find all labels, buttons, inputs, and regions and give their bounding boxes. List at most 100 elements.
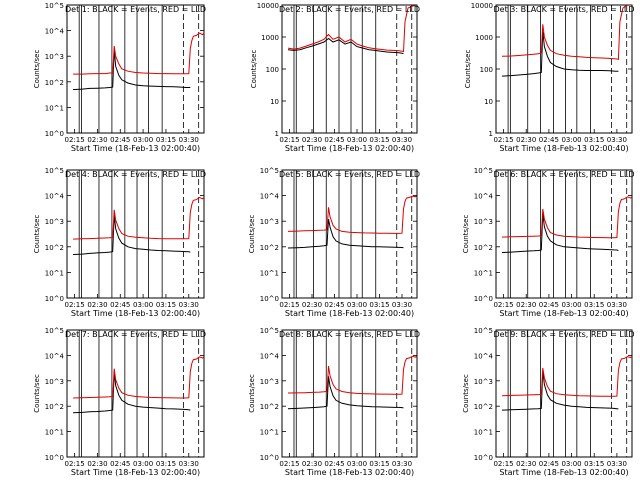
x-tick-label: 02:30 <box>302 301 322 309</box>
panel-title: Det 9: BLACK = Events, RED = LLD <box>494 330 635 339</box>
x-tick-label: 03:00 <box>133 460 153 468</box>
x-tick-label: 02:15 <box>279 136 299 144</box>
y-tick-label: 10^5 <box>260 327 279 335</box>
y-tick-label: 10^2 <box>45 244 64 252</box>
y-tick-label: 10^0 <box>45 295 64 303</box>
plot-frame <box>495 329 633 458</box>
y-tick-label: 10^2 <box>45 403 64 411</box>
panel-det-6: Det 6: BLACK = Events, RED = LLD 10^0 10^1… <box>462 167 634 318</box>
plot-frame <box>66 4 205 134</box>
x-tick-label: 03:00 <box>133 301 153 309</box>
y-tick-label: 10^3 <box>474 378 493 386</box>
panel-title: Det 4: BLACK = Events, RED = LLD <box>65 170 206 179</box>
x-tick-label: 03:15 <box>156 460 176 468</box>
x-tick-label: 02:45 <box>110 136 130 144</box>
y-tick-label: 100 <box>266 66 279 74</box>
series-line-events <box>501 213 619 253</box>
y-tick-label: 10^1 <box>260 269 279 277</box>
y-tick-label: 10^0 <box>474 295 493 303</box>
y-tick-label: 10^3 <box>45 53 64 61</box>
y-tick-label: 100 <box>480 66 493 74</box>
x-tick-label: 03:15 <box>369 460 389 468</box>
x-tick-label: 03:00 <box>561 460 581 468</box>
series-line-lld <box>501 196 633 239</box>
x-tick-label: 02:15 <box>493 301 513 309</box>
x-tick-label: 03:30 <box>392 301 412 309</box>
x-tick-label: 02:30 <box>87 136 107 144</box>
plot-frame <box>66 169 205 299</box>
series-line-events <box>287 376 404 410</box>
x-tick-label: 03:00 <box>561 301 581 309</box>
x-tick-label: 02:45 <box>110 301 130 309</box>
plot-frame <box>66 329 205 458</box>
y-tick-label: 10^5 <box>474 167 493 175</box>
y-tick-label: 10000 <box>257 2 279 10</box>
series-line-events <box>501 371 619 411</box>
x-tick-label: 02:30 <box>516 460 536 468</box>
x-axis-label: Start Time (18-Feb-13 02:00:40) <box>285 468 414 477</box>
y-tick-label: 10^5 <box>260 167 279 175</box>
panel-title: Det 1: BLACK = Events, RED = LLD <box>65 5 206 14</box>
x-tick-label: 03:30 <box>607 460 627 468</box>
series-line-events <box>73 214 191 255</box>
y-tick-label: 10^5 <box>45 327 64 335</box>
y-tick-label: 10^1 <box>260 429 279 437</box>
x-tick-label: 03:00 <box>347 136 367 144</box>
x-tick-label: 02:15 <box>279 460 299 468</box>
y-tick-label: 10^4 <box>474 352 494 360</box>
panel-det-1: Det 1: BLACK = Events, RED = LLD 10^0 10^1… <box>33 2 206 153</box>
y-tick-label: 1000 <box>261 34 279 42</box>
y-tick-label: 10^2 <box>260 403 279 411</box>
y-tick-label: 10^1 <box>45 104 64 112</box>
y-tick-label: 10^1 <box>45 269 64 277</box>
y-tick-label: 10^4 <box>260 352 280 360</box>
x-tick-label: 02:45 <box>110 460 130 468</box>
y-tick-label: 10^4 <box>45 193 65 201</box>
x-tick-label: 03:15 <box>156 136 176 144</box>
y-tick-label: 10^3 <box>260 378 279 386</box>
y-tick-label: 10^4 <box>474 193 494 201</box>
plot-frame <box>281 169 418 299</box>
y-tick-label: 1 <box>489 130 493 138</box>
panel-det-9: Det 9: BLACK = Events, RED = LLD 10^0 10^1… <box>462 327 634 477</box>
series-line-lld <box>287 4 418 53</box>
panel-title: Det 6: BLACK = Events, RED = LLD <box>494 170 635 179</box>
x-tick-label: 02:30 <box>516 301 536 309</box>
x-tick-label: 03:15 <box>584 460 604 468</box>
x-tick-label: 03:00 <box>347 301 367 309</box>
y-tick-label: 10^3 <box>260 218 279 226</box>
series-line-events <box>73 49 191 90</box>
y-tick-label: 10^2 <box>45 79 64 87</box>
series-line-lld <box>287 195 418 234</box>
series-line-events <box>287 37 404 55</box>
y-axis-label: Counts/sec <box>33 50 41 89</box>
y-tick-label: 10 <box>484 98 493 106</box>
x-tick-label: 02:30 <box>302 136 322 144</box>
x-tick-label: 02:15 <box>493 136 513 144</box>
y-tick-label: 10^4 <box>45 28 65 36</box>
panel-title: Det 8: BLACK = Events, RED = LLD <box>279 330 420 339</box>
y-tick-label: 10^2 <box>474 403 493 411</box>
x-tick-label: 02:30 <box>87 301 107 309</box>
panel-title: Det 5: BLACK = Events, RED = LLD <box>279 170 420 179</box>
y-tick-label: 10^1 <box>45 429 64 437</box>
y-tick-label: 1000 <box>475 34 493 42</box>
x-tick-label: 03:00 <box>561 136 581 144</box>
x-tick-label: 03:30 <box>392 460 412 468</box>
y-tick-label: 10^4 <box>260 193 280 201</box>
panel-title: Det 2: BLACK = Events, RED = LLD <box>279 5 420 14</box>
y-tick-label: 10^4 <box>45 352 65 360</box>
y-tick-label: 10^1 <box>474 429 493 437</box>
y-axis-label: Counts/sec <box>462 374 470 413</box>
x-tick-label: 02:15 <box>279 301 299 309</box>
y-tick-label: 10^3 <box>474 218 493 226</box>
x-tick-label: 02:45 <box>324 460 344 468</box>
x-tick-label: 02:15 <box>65 460 85 468</box>
panel-title: Det 7: BLACK = Events, RED = LLD <box>65 330 206 339</box>
y-tick-label: 10000 <box>471 2 493 10</box>
x-axis-label: Start Time (18-Feb-13 02:00:40) <box>285 309 414 318</box>
x-tick-label: 03:30 <box>179 460 199 468</box>
series-line-events <box>287 219 404 249</box>
y-tick-label: 10^0 <box>260 295 279 303</box>
y-axis-label: Counts/sec <box>33 374 41 413</box>
